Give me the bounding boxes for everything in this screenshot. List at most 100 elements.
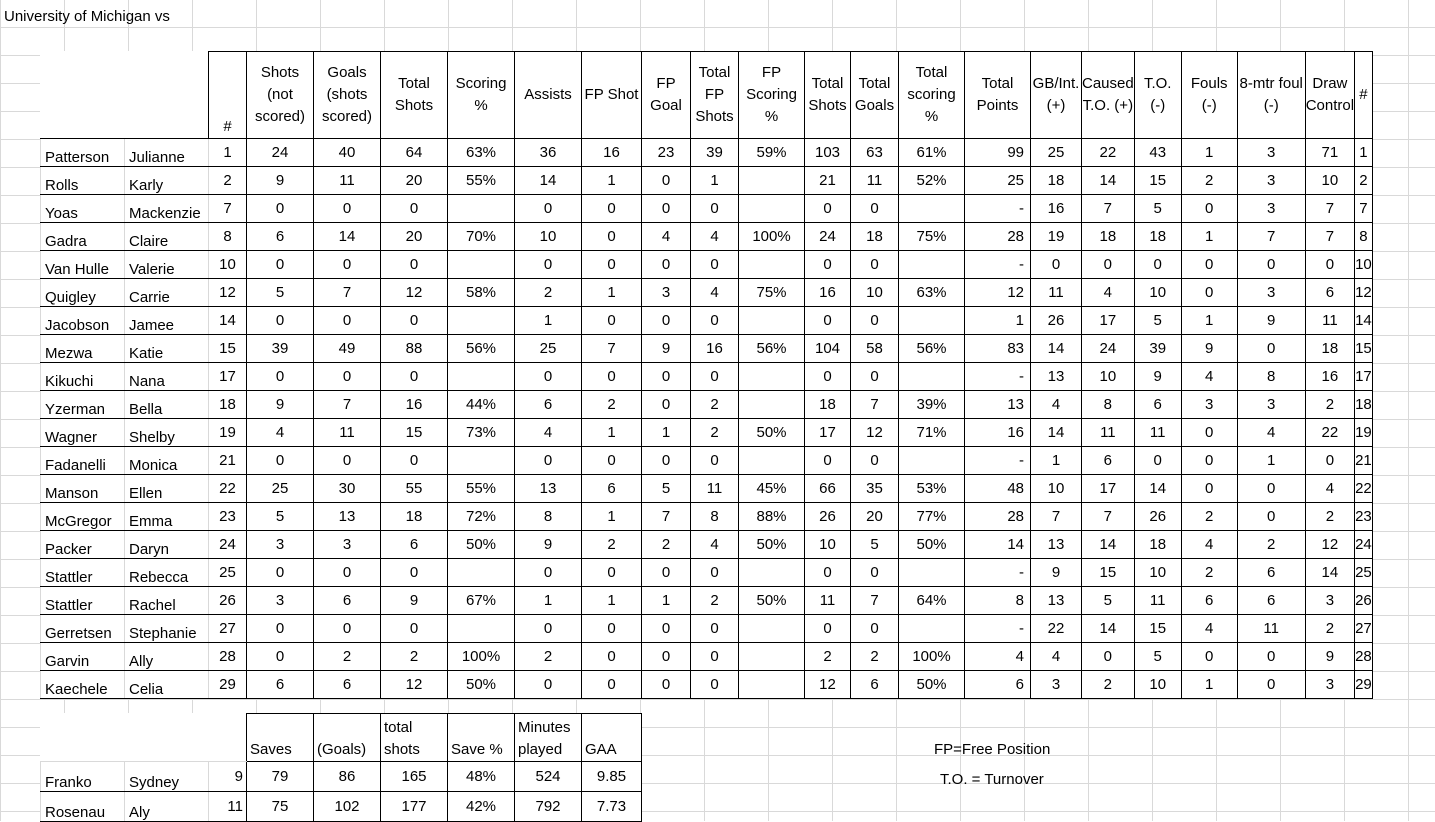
table-cell[interactable]: 0 [246, 446, 314, 475]
table-cell[interactable]: 2 [581, 390, 642, 419]
table-cell[interactable]: 2 [1180, 558, 1238, 587]
table-cell[interactable]: 6 [313, 586, 381, 615]
table-cell[interactable]: 24 [1354, 530, 1373, 559]
table-cell[interactable]: 0 [690, 670, 739, 699]
table-cell[interactable]: 100% [738, 222, 805, 251]
table-cell[interactable]: 24 [804, 222, 851, 251]
goalie-column-header[interactable]: Save % [447, 713, 515, 762]
table-cell[interactable]: 0 [380, 558, 448, 587]
table-cell[interactable]: 5 [1081, 586, 1135, 615]
table-cell[interactable]: 79 [246, 761, 314, 792]
table-cell[interactable]: 22 [1304, 418, 1356, 447]
table-cell[interactable]: 15 [380, 418, 448, 447]
table-cell[interactable]: 18 [380, 502, 448, 531]
table-cell[interactable]: 75% [738, 278, 805, 307]
table-cell[interactable]: 64% [898, 586, 965, 615]
table-cell[interactable] [738, 362, 805, 391]
table-cell[interactable]: 26 [1133, 502, 1182, 531]
table-cell[interactable]: 0 [850, 250, 899, 279]
table-cell[interactable]: 77% [898, 502, 965, 531]
table-cell[interactable]: 23 [641, 138, 691, 167]
table-cell[interactable]: 0 [850, 306, 899, 335]
table-cell[interactable]: 0 [581, 446, 642, 475]
table-cell[interactable]: 16 [1030, 194, 1082, 223]
table-cell[interactable]: 6 [581, 474, 642, 503]
table-cell[interactable]: 43 [1133, 138, 1182, 167]
table-cell[interactable]: 2 [1304, 502, 1356, 531]
table-cell[interactable]: 0 [313, 614, 381, 643]
table-cell[interactable]: 0 [641, 446, 691, 475]
table-cell[interactable]: 28 [964, 502, 1031, 531]
table-cell[interactable]: 0 [313, 250, 381, 279]
table-cell[interactable]: 1 [1180, 670, 1238, 699]
player-first-name[interactable]: Jamee [124, 306, 209, 335]
player-last-name[interactable]: Jacobson [40, 306, 125, 335]
table-cell[interactable]: 7 [1081, 194, 1135, 223]
table-cell[interactable]: 0 [1180, 250, 1238, 279]
column-header[interactable]: T.O. (-) [1133, 51, 1182, 139]
table-cell[interactable]: 0 [641, 558, 691, 587]
table-cell[interactable]: 9 [380, 586, 448, 615]
table-cell[interactable]: 0 [1030, 250, 1082, 279]
table-cell[interactable]: 11 [1133, 586, 1182, 615]
column-header[interactable]: FP Shot [581, 51, 642, 139]
table-cell[interactable]: 11 [313, 166, 381, 195]
table-cell[interactable]: 3 [246, 586, 314, 615]
table-cell[interactable]: 18 [1133, 222, 1182, 251]
table-cell[interactable]: 5 [246, 278, 314, 307]
table-cell[interactable] [898, 558, 965, 587]
table-cell[interactable] [898, 194, 965, 223]
table-cell[interactable]: 18 [1030, 166, 1082, 195]
table-cell[interactable]: 21 [208, 446, 247, 475]
table-cell[interactable]: 20 [380, 222, 448, 251]
table-cell[interactable]: 21 [804, 166, 851, 195]
table-cell[interactable]: 53% [898, 474, 965, 503]
table-cell[interactable]: 13 [514, 474, 582, 503]
table-cell[interactable]: 0 [246, 194, 314, 223]
table-cell[interactable]: 0 [380, 250, 448, 279]
goalie-column-header[interactable]: total shots [380, 713, 448, 762]
table-cell[interactable]: 25 [208, 558, 247, 587]
table-cell[interactable]: 2 [1354, 166, 1373, 195]
table-cell[interactable]: 88% [738, 502, 805, 531]
column-header[interactable]: Total scoring % [898, 51, 965, 139]
table-cell[interactable]: 63% [447, 138, 515, 167]
table-cell[interactable]: 10 [1133, 670, 1182, 699]
table-cell[interactable]: 14 [208, 306, 247, 335]
table-cell[interactable]: 9 [246, 166, 314, 195]
table-cell[interactable]: 56% [738, 334, 805, 363]
table-cell[interactable]: 0 [641, 614, 691, 643]
table-cell[interactable]: 103 [804, 138, 851, 167]
table-cell[interactable]: 15 [208, 334, 247, 363]
table-cell[interactable]: 14 [1030, 334, 1082, 363]
table-cell[interactable]: 0 [1236, 642, 1306, 671]
table-cell[interactable]: 88 [380, 334, 448, 363]
table-cell[interactable]: 12 [804, 670, 851, 699]
table-cell[interactable]: 11 [850, 166, 899, 195]
column-header[interactable]: Caused T.O. (+) [1081, 51, 1135, 139]
player-first-name[interactable]: Ally [124, 642, 209, 671]
table-cell[interactable]: 0 [1236, 502, 1306, 531]
column-header[interactable]: Shots (not scored) [246, 51, 314, 139]
table-cell[interactable]: 26 [1030, 306, 1082, 335]
table-cell[interactable]: 6 [313, 670, 381, 699]
table-cell[interactable]: 18 [850, 222, 899, 251]
table-cell[interactable]: - [964, 614, 1031, 643]
table-cell[interactable]: 11 [1236, 614, 1306, 643]
table-cell[interactable]: 0 [581, 558, 642, 587]
table-cell[interactable]: 0 [313, 306, 381, 335]
table-cell[interactable]: 6 [1236, 558, 1306, 587]
table-cell[interactable]: 45% [738, 474, 805, 503]
table-cell[interactable]: 11 [690, 474, 739, 503]
player-first-name[interactable]: Julianne [124, 138, 209, 167]
table-cell[interactable]: 0 [581, 250, 642, 279]
table-cell[interactable] [447, 446, 515, 475]
table-cell[interactable]: 16 [804, 278, 851, 307]
table-cell[interactable]: - [964, 194, 1031, 223]
table-cell[interactable]: 0 [1180, 418, 1238, 447]
table-cell[interactable]: 13 [964, 390, 1031, 419]
player-last-name[interactable]: Mezwa [40, 334, 125, 363]
table-cell[interactable]: 30 [313, 474, 381, 503]
table-cell[interactable]: 39 [1133, 334, 1182, 363]
table-cell[interactable]: 71% [898, 418, 965, 447]
